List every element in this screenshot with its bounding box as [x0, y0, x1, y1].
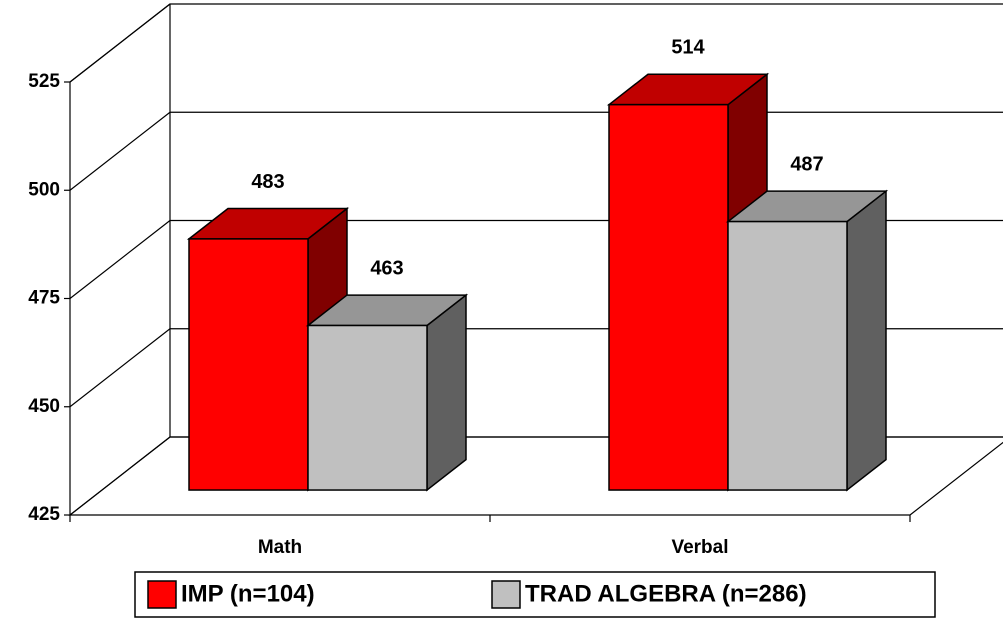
- data-label-bg: [238, 168, 298, 197]
- grid-line: [69, 3, 1003, 83]
- bar-side: [846, 189, 887, 492]
- bar: [307, 324, 428, 491]
- bar: [727, 220, 848, 491]
- legend-swatch: [147, 580, 177, 609]
- data-label-bg: [658, 34, 718, 63]
- bar: [188, 238, 309, 491]
- grid-line: [69, 111, 1003, 191]
- legend-label: TRAD ALGEBRA (n=286): [525, 580, 807, 607]
- bar: [608, 103, 729, 491]
- data-label-bg: [357, 255, 417, 284]
- bar-side: [426, 293, 467, 492]
- legend-label: IMP (n=104): [181, 580, 315, 607]
- y-tick-label: 475: [28, 288, 60, 309]
- x-tick-label: Verbal: [671, 537, 728, 558]
- y-tick-label: 425: [28, 504, 60, 525]
- data-label: 463: [370, 257, 403, 279]
- y-tick-label: 450: [28, 396, 60, 417]
- y-tick-label: 525: [28, 71, 60, 92]
- data-label: 514: [671, 37, 705, 59]
- data-label: 483: [251, 171, 284, 193]
- data-label: 487: [790, 153, 823, 175]
- y-tick-label: 500: [28, 179, 60, 200]
- legend-swatch: [491, 580, 521, 609]
- data-label-bg: [777, 151, 837, 180]
- x-tick-label: Math: [258, 537, 302, 558]
- legend-box: [134, 571, 936, 618]
